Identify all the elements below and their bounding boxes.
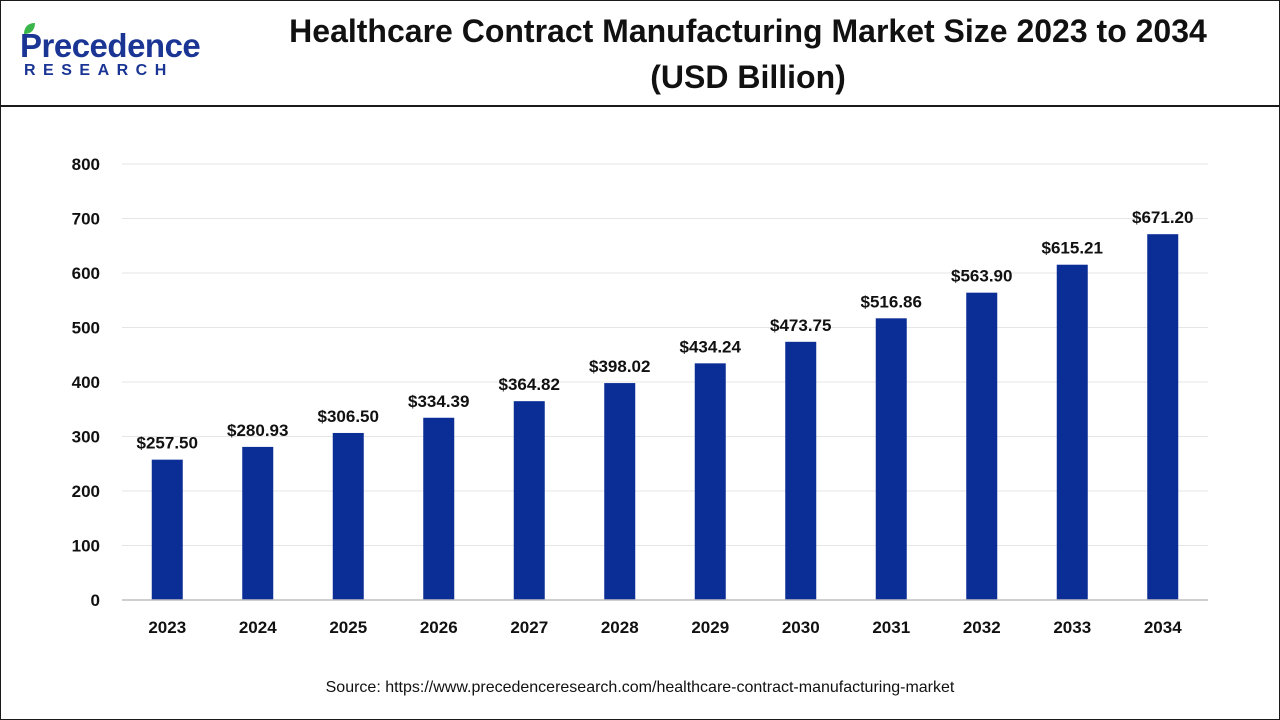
x-tick-label: 2024: [239, 618, 277, 637]
x-tick-label: 2026: [420, 618, 458, 637]
x-tick-label: 2033: [1053, 618, 1091, 637]
leaf-icon: [24, 23, 35, 34]
bar-chart: 0 100 200 300 400 500 600 700 800 $257.50 $280.93…: [72, 155, 1208, 637]
y-tick-label: 500: [72, 319, 100, 338]
x-tick-label: 2034: [1144, 618, 1182, 637]
bar: [1147, 234, 1179, 601]
data-labels: $257.50 $280.93 $306.50 $334.39 $364.82 $398.…: [137, 208, 1194, 452]
y-axis-ticks: 0 100 200 300 400 500 600 700 800: [72, 155, 100, 610]
data-label: $398.02: [589, 357, 650, 376]
x-tick-label: 2023: [148, 618, 186, 637]
x-tick-label: 2025: [329, 618, 367, 637]
bar: [966, 292, 998, 600]
brand-logo: Precedence RESEARCH: [20, 23, 220, 83]
data-label: $257.50: [137, 434, 198, 453]
data-label: $364.82: [499, 375, 560, 394]
data-label: $434.24: [680, 337, 742, 356]
bar: [332, 432, 364, 600]
y-tick-label: 400: [72, 373, 100, 392]
bar: [875, 318, 907, 600]
bar: [151, 459, 183, 600]
y-tick-label: 800: [72, 155, 100, 174]
bar: [1056, 264, 1088, 600]
bar: [694, 363, 726, 600]
data-label: $563.90: [951, 267, 1012, 286]
data-label: $516.86: [861, 292, 922, 311]
data-label: $615.21: [1042, 239, 1103, 258]
y-tick-label: 200: [72, 482, 100, 501]
bar: [242, 446, 274, 600]
y-tick-label: 700: [72, 210, 100, 229]
source-note: Source: https://www.precedenceresearch.c…: [325, 679, 955, 696]
data-label: $671.20: [1132, 208, 1193, 227]
logo-subtitle: RESEARCH: [24, 62, 174, 79]
x-tick-label: 2027: [510, 618, 548, 637]
bars: [151, 234, 1179, 601]
y-tick-label: 600: [72, 264, 100, 283]
data-label: $334.39: [408, 392, 469, 411]
chart-title: Healthcare Contract Manufacturing Market…: [289, 13, 1207, 95]
bar: [785, 341, 817, 600]
x-tick-label: 2030: [782, 618, 820, 637]
gridlines: [122, 163, 1208, 546]
x-tick-label: 2029: [691, 618, 729, 637]
data-label: $306.50: [318, 407, 379, 426]
x-axis-ticks: 2023 2024 2025 2026 2027 2028 2029 2030 2031 2032…: [148, 618, 1182, 637]
bar: [513, 401, 545, 600]
x-tick-label: 2031: [872, 618, 910, 637]
bar: [423, 417, 455, 600]
x-tick-label: 2028: [601, 618, 639, 637]
y-tick-label: 100: [72, 537, 100, 556]
y-tick-label: 300: [72, 428, 100, 447]
data-label: $473.75: [770, 316, 831, 335]
y-tick-label: 0: [91, 591, 100, 610]
header: Precedence RESEARCH Healthcare Contract …: [0, 0, 1280, 107]
bar: [604, 383, 636, 600]
data-label: $280.93: [227, 421, 288, 440]
x-tick-label: 2032: [963, 618, 1001, 637]
logo-wordmark: Precedence: [20, 27, 201, 64]
